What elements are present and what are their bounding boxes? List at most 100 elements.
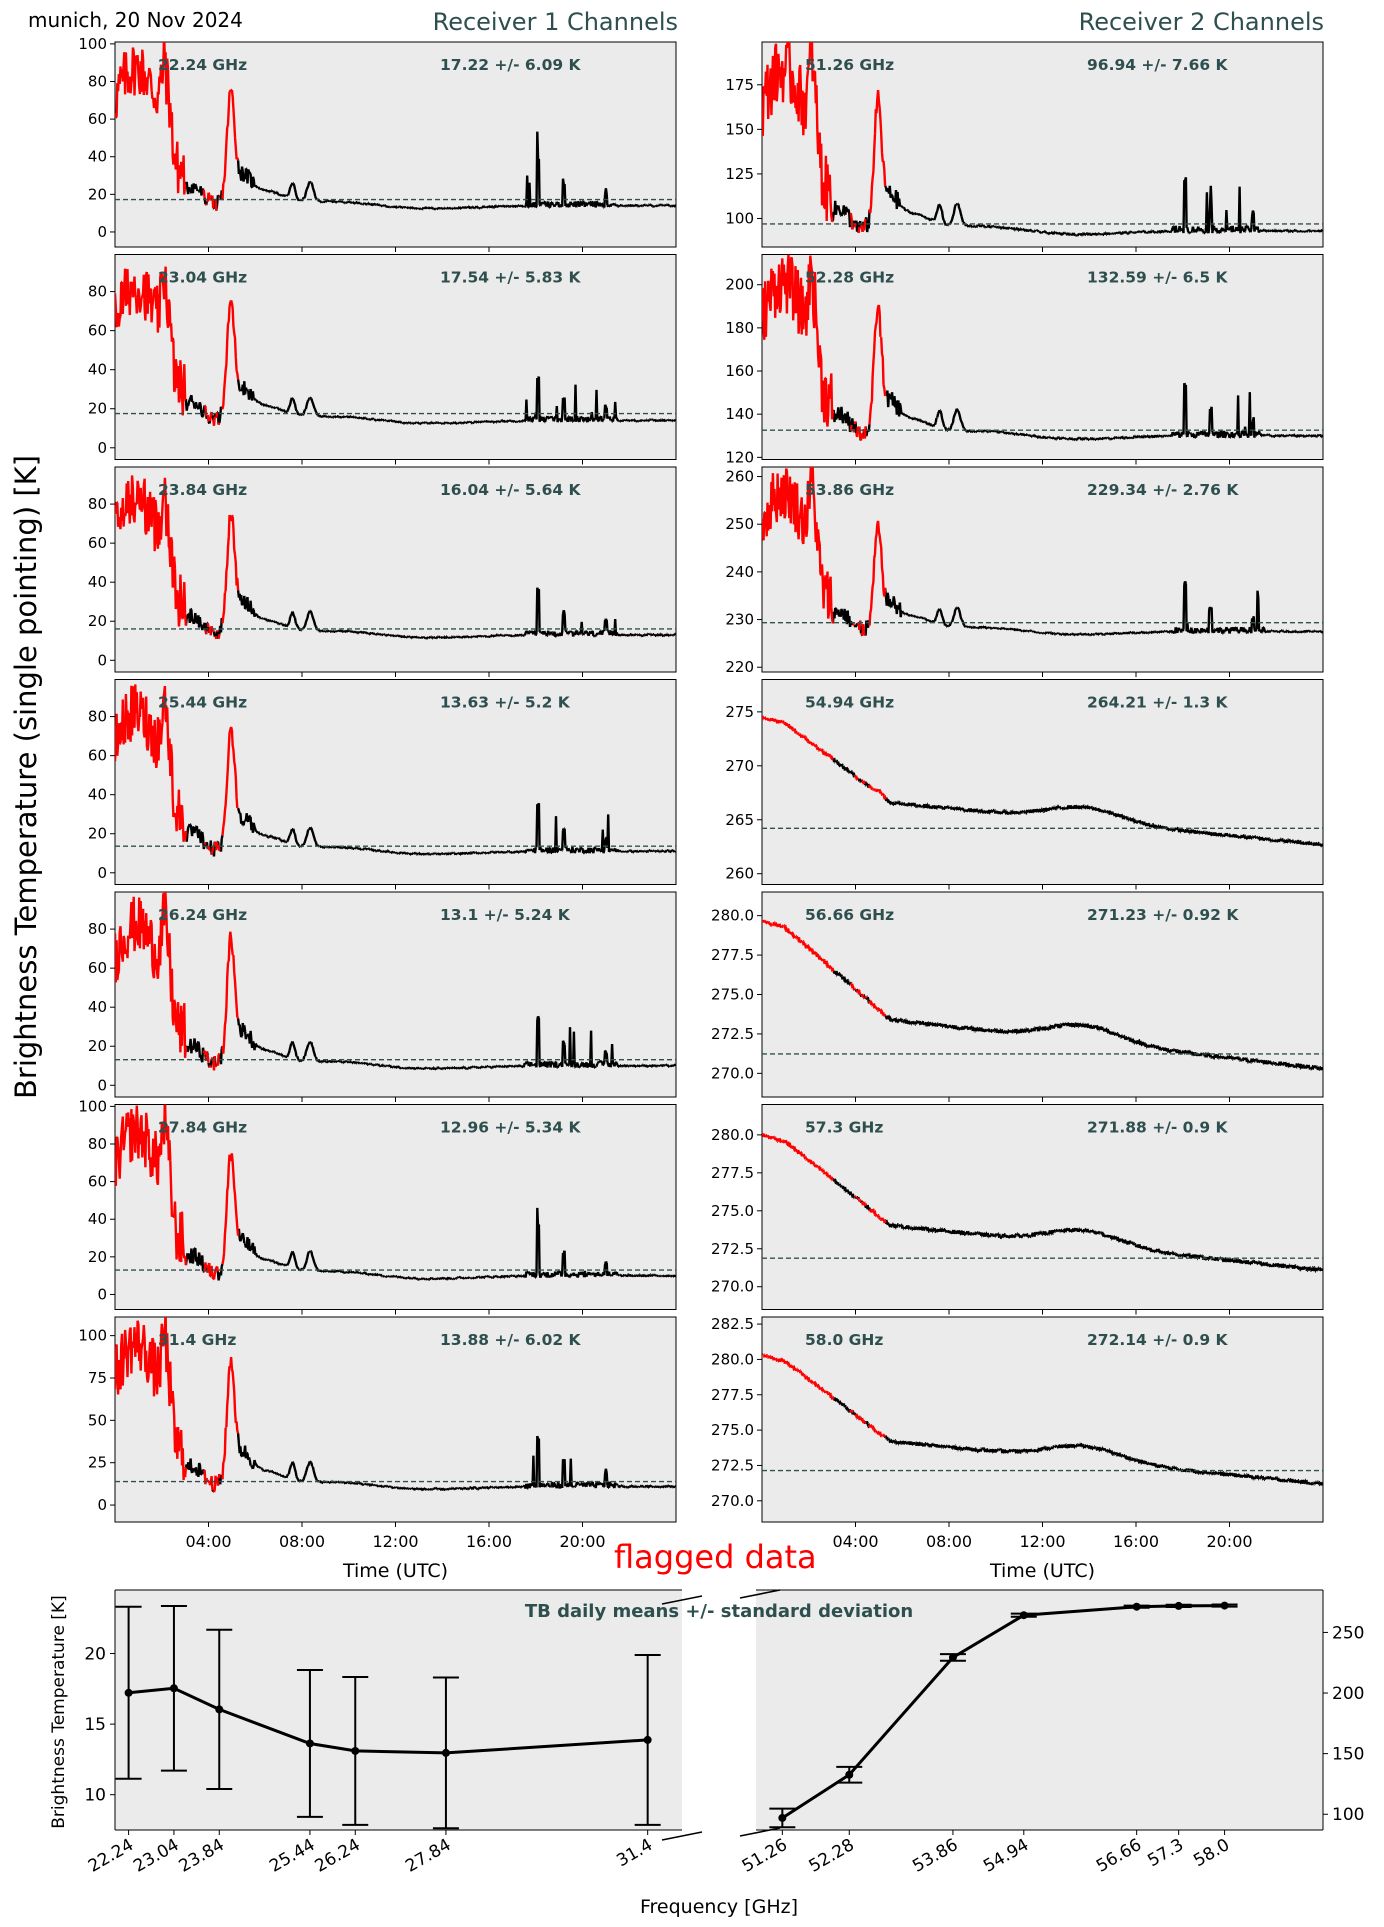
timeseries-panel-23-84-GHz: 0 20 40 60 80 23.84 GHz 16.04 +/- 5.64 K (88, 466, 677, 677)
y-tick-label: 60 (88, 110, 107, 128)
y-tick-label: 60 (88, 959, 107, 977)
y-tick-label: 175 (725, 76, 754, 94)
timeseries-panel-26-24-GHz: 0 20 40 60 80 26.24 GHz 13.1 +/- 5.24 K (88, 891, 677, 1102)
y-tick-label: 75 (88, 1369, 107, 1387)
receiver2-xlabel: Time (UTC) (989, 1560, 1095, 1582)
data-layer (115, 42, 676, 211)
mean-point (441, 1748, 450, 1757)
y-tick-label: 20 (88, 400, 107, 418)
y-tick-label: 265 (725, 811, 754, 829)
timeseries-panel-51-26-GHz: 100 125 150 175 51.26 GHz 96.94 +/- 7.66 K (725, 41, 1324, 252)
mean-point (643, 1735, 652, 1744)
y-tick-label: 20 (84, 1645, 106, 1665)
y-tick-label: 40 (88, 573, 107, 591)
channel-stats-label: 13.63 +/- 5.2 K (440, 694, 571, 712)
channel-frequency-label: 52.28 GHz (805, 269, 894, 287)
y-tick-label: 50 (88, 1411, 107, 1429)
y-tick-label: 100 (78, 1327, 107, 1345)
y-tick-label: 200 (725, 276, 754, 294)
x-tick-label: 27.84 (402, 1835, 454, 1877)
y-tick-label: 60 (88, 1173, 107, 1191)
x-tick-label: 08:00 (279, 1532, 325, 1551)
x-tick-label: 23.84 (176, 1835, 228, 1877)
axis-break-mark (661, 1831, 703, 1841)
y-tick-label: 272.5 (711, 1025, 754, 1043)
mean-point (305, 1739, 314, 1748)
y-tick-label: 250 (1332, 1623, 1364, 1643)
mean-point (1174, 1601, 1183, 1610)
axis-break-gap (682, 1588, 756, 1832)
mean-point (169, 1684, 178, 1693)
y-tick-label: 40 (88, 361, 107, 379)
mean-point (778, 1813, 787, 1822)
y-tick-label: 40 (88, 786, 107, 804)
y-tick-label: 150 (725, 120, 754, 138)
x-tick-label: 58.0 (1190, 1835, 1233, 1871)
series-flagged-line (115, 475, 240, 640)
series-flagged-line (115, 266, 240, 426)
timeseries-panel-52-28-GHz: 120 140 160 180 200 52.28 GHz 132.59 +/- 6.5 K (725, 254, 1324, 466)
x-tick-label: 57.3 (1144, 1835, 1187, 1871)
channel-frequency-label: 23.04 GHz (158, 269, 247, 287)
y-tick-label: 260 (725, 865, 754, 883)
summary-ylabel: Brightness Temperature [K] (49, 1595, 69, 1828)
y-tick-label: 25 (88, 1454, 107, 1472)
data-layer (115, 892, 676, 1071)
y-tick-label: 282.5 (711, 1315, 754, 1333)
timeseries-panel-22-24-GHz: 0 20 40 60 80 100 22.24 GHz 17.22 +/- 6.09 K (78, 35, 677, 252)
data-layer (115, 1104, 676, 1281)
y-tick-label: 40 (88, 1210, 107, 1228)
channel-stats-label: 229.34 +/- 2.76 K (1087, 481, 1239, 499)
y-tick-label: 270.0 (711, 1492, 754, 1510)
panel-frame (114, 466, 677, 673)
axis-break-mark (661, 1595, 703, 1605)
panel-frame (761, 41, 1324, 248)
mean-point (1019, 1611, 1028, 1620)
y-tick-label: 0 (97, 223, 107, 241)
y-tick-label: 100 (78, 35, 107, 53)
y-tick-label: 80 (88, 495, 107, 513)
channel-frequency-label: 27.84 GHz (158, 1119, 247, 1137)
receiver1-xlabel: Time (UTC) (342, 1560, 448, 1582)
data-layer (762, 1132, 1323, 1273)
y-tick-label: 150 (1332, 1745, 1364, 1765)
receiver1-title: Receiver 1 Channels (432, 8, 678, 36)
x-tick-label: 12:00 (1019, 1532, 1065, 1551)
channel-stats-label: 17.22 +/- 6.09 K (440, 56, 582, 74)
x-tick-label: 56.66 (1093, 1835, 1145, 1877)
timeseries-panel-56-66-GHz: 270.0 272.5 275.0 277.5 280.0 56.66 GHz 271.23… (711, 891, 1324, 1102)
y-tick-label: 275.0 (711, 1202, 754, 1220)
series-flagged-line (115, 42, 240, 211)
mean-point (1132, 1602, 1141, 1611)
y-tick-label: 275 (725, 703, 754, 721)
y-tick-label: 160 (725, 362, 754, 380)
y-tick-label: 272.5 (711, 1456, 754, 1474)
panel-frame (114, 1104, 677, 1310)
y-tick-label: 10 (84, 1786, 106, 1806)
axis-break-mark (739, 1589, 781, 1599)
x-tick-label: 25.44 (266, 1835, 318, 1877)
series-good-line (184, 131, 676, 211)
y-tick-label: 277.5 (711, 1164, 754, 1182)
y-tick-label: 80 (88, 283, 107, 301)
location-date-label: munich, 20 Nov 2024 (28, 8, 243, 32)
series-flagged-line (115, 1104, 240, 1281)
x-tick-label: 20:00 (1206, 1532, 1252, 1551)
y-tick-label: 0 (97, 439, 107, 457)
y-tick-label: 15 (84, 1715, 106, 1735)
y-tick-label: 270.0 (711, 1064, 754, 1082)
y-tick-label: 125 (725, 165, 754, 183)
series-good-line (831, 177, 1323, 237)
panel-frame (761, 1104, 1324, 1310)
y-tick-label: 40 (88, 148, 107, 166)
summary-title: TB daily means +/- standard deviation (525, 1601, 913, 1622)
y-tick-label: 100 (1332, 1805, 1364, 1825)
data-layer (762, 254, 1323, 442)
channel-stats-label: 132.59 +/- 6.5 K (1087, 269, 1229, 287)
channel-stats-label: 16.04 +/- 5.64 K (440, 481, 582, 499)
x-tick-label: 20:00 (559, 1532, 605, 1551)
y-tick-label: 280.0 (711, 1126, 754, 1144)
timeseries-panel-27-84-GHz: 0 20 40 60 80 100 27.84 GHz 12.96 +/- 5.34 K (78, 1097, 677, 1315)
y-tick-label: 260 (725, 468, 754, 486)
y-tick-label: 20 (88, 612, 107, 630)
